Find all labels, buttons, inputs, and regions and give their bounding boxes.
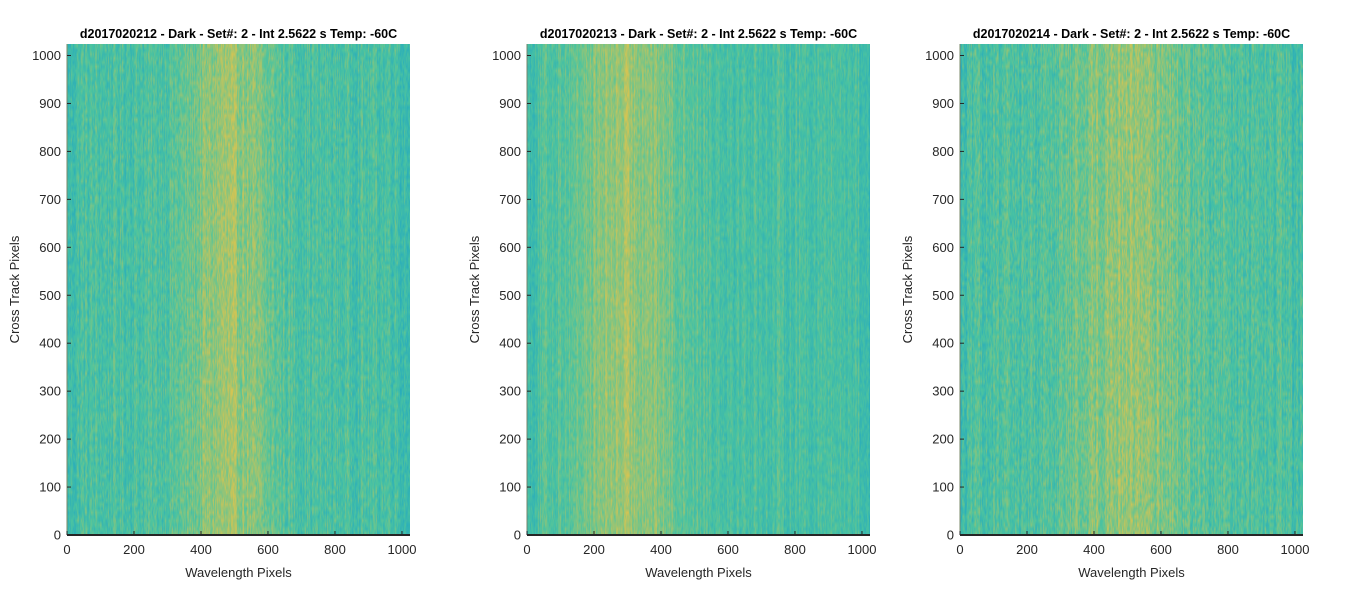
x-tick-label: 1000 [848, 542, 877, 557]
chart-panel-1: 0 200 400 600 800 1000 0 100 200 300 400 500 600 700 8… [7, 27, 416, 580]
x-tick-label: 1000 [1281, 542, 1310, 557]
x-axis-label: Wavelength Pixels [645, 565, 752, 580]
x-tick-label: 600 [717, 542, 739, 557]
chart-title: d2017020213 - Dark - Set#: 2 - Int 2.562… [540, 27, 857, 41]
x-axis-label: Wavelength Pixels [1078, 565, 1185, 580]
x-tick-label: 800 [1217, 542, 1239, 557]
chart-title: d2017020214 - Dark - Set#: 2 - Int 2.562… [973, 27, 1290, 41]
y-tick-label: 0 [54, 528, 61, 543]
y-tick-label: 400 [499, 336, 521, 351]
x-tick-label: 800 [324, 542, 346, 557]
y-tick-label: 1000 [492, 48, 521, 63]
y-axis-label: Cross Track Pixels [7, 235, 22, 343]
x-tick-label: 0 [956, 542, 963, 557]
y-tick-label: 100 [499, 480, 521, 495]
x-tick-label: 400 [650, 542, 672, 557]
x-tick-label: 0 [523, 542, 530, 557]
y-tick-label: 200 [39, 432, 61, 447]
y-tick-label: 100 [39, 480, 61, 495]
heatmap-image-1 [67, 44, 410, 535]
y-tick-label: 300 [39, 384, 61, 399]
y-tick-label: 100 [932, 480, 954, 495]
chart-panel-2: 0 200 400 600 800 1000 0 100 200 300 400 500 600 700 8… [467, 27, 876, 580]
y-tick-label: 900 [932, 96, 954, 111]
x-tick-label: 600 [257, 542, 279, 557]
y-tick-label: 0 [947, 528, 954, 543]
y-axis-label: Cross Track Pixels [900, 235, 915, 343]
x-tick-label: 0 [63, 542, 70, 557]
y-tick-label: 1000 [32, 48, 61, 63]
chart-panel-3: 0 200 400 600 800 1000 0 100 200 300 400 500 600 700 8… [900, 27, 1309, 580]
y-tick-label: 600 [499, 240, 521, 255]
chart-title: d2017020212 - Dark - Set#: 2 - Int 2.562… [80, 27, 397, 41]
heatmap-image-2 [527, 44, 870, 535]
y-tick-label: 400 [39, 336, 61, 351]
x-tick-label: 400 [190, 542, 212, 557]
y-tick-label: 300 [499, 384, 521, 399]
y-tick-label: 500 [932, 288, 954, 303]
x-tick-label: 1000 [388, 542, 417, 557]
y-tick-label: 300 [932, 384, 954, 399]
y-tick-label: 700 [499, 192, 521, 207]
y-tick-label: 700 [39, 192, 61, 207]
y-tick-label: 200 [932, 432, 954, 447]
y-tick-label: 900 [499, 96, 521, 111]
x-tick-label: 200 [1016, 542, 1038, 557]
y-tick-label: 500 [39, 288, 61, 303]
y-tick-label: 600 [932, 240, 954, 255]
heatmap-image-3 [960, 44, 1303, 535]
y-tick-label: 900 [39, 96, 61, 111]
y-tick-label: 1000 [925, 48, 954, 63]
x-tick-label: 400 [1083, 542, 1105, 557]
y-tick-label: 800 [499, 144, 521, 159]
x-tick-label: 600 [1150, 542, 1172, 557]
x-tick-label: 800 [784, 542, 806, 557]
y-tick-label: 200 [499, 432, 521, 447]
x-tick-label: 200 [583, 542, 605, 557]
y-tick-label: 400 [932, 336, 954, 351]
y-tick-label: 800 [39, 144, 61, 159]
y-axis-label: Cross Track Pixels [467, 235, 482, 343]
y-tick-label: 500 [499, 288, 521, 303]
x-tick-label: 200 [123, 542, 145, 557]
y-tick-label: 700 [932, 192, 954, 207]
y-tick-label: 0 [514, 528, 521, 543]
y-tick-label: 600 [39, 240, 61, 255]
x-axis-label: Wavelength Pixels [185, 565, 292, 580]
y-tick-label: 800 [932, 144, 954, 159]
